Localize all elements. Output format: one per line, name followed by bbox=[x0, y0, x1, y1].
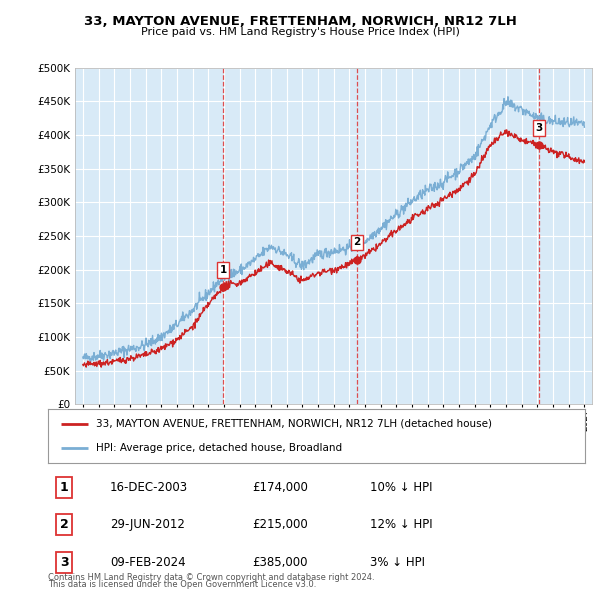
Text: 29-JUN-2012: 29-JUN-2012 bbox=[110, 518, 185, 531]
Text: £174,000: £174,000 bbox=[252, 481, 308, 494]
Text: Contains HM Land Registry data © Crown copyright and database right 2024.: Contains HM Land Registry data © Crown c… bbox=[48, 573, 374, 582]
Text: 3: 3 bbox=[535, 123, 542, 133]
Text: Price paid vs. HM Land Registry's House Price Index (HPI): Price paid vs. HM Land Registry's House … bbox=[140, 27, 460, 37]
Text: This data is licensed under the Open Government Licence v3.0.: This data is licensed under the Open Gov… bbox=[48, 580, 316, 589]
Text: 09-FEB-2024: 09-FEB-2024 bbox=[110, 556, 185, 569]
Text: HPI: Average price, detached house, Broadland: HPI: Average price, detached house, Broa… bbox=[97, 444, 343, 454]
Text: £385,000: £385,000 bbox=[252, 556, 308, 569]
Text: 10% ↓ HPI: 10% ↓ HPI bbox=[370, 481, 433, 494]
Text: £215,000: £215,000 bbox=[252, 518, 308, 531]
Text: 2: 2 bbox=[353, 237, 361, 247]
Text: 33, MAYTON AVENUE, FRETTENHAM, NORWICH, NR12 7LH (detached house): 33, MAYTON AVENUE, FRETTENHAM, NORWICH, … bbox=[97, 418, 493, 428]
Text: 33, MAYTON AVENUE, FRETTENHAM, NORWICH, NR12 7LH: 33, MAYTON AVENUE, FRETTENHAM, NORWICH, … bbox=[83, 15, 517, 28]
Text: 2: 2 bbox=[60, 518, 68, 531]
Text: 3: 3 bbox=[60, 556, 68, 569]
Text: 12% ↓ HPI: 12% ↓ HPI bbox=[370, 518, 433, 531]
Text: 1: 1 bbox=[220, 265, 227, 275]
Text: 16-DEC-2003: 16-DEC-2003 bbox=[110, 481, 188, 494]
Text: 1: 1 bbox=[60, 481, 68, 494]
Text: 3% ↓ HPI: 3% ↓ HPI bbox=[370, 556, 425, 569]
